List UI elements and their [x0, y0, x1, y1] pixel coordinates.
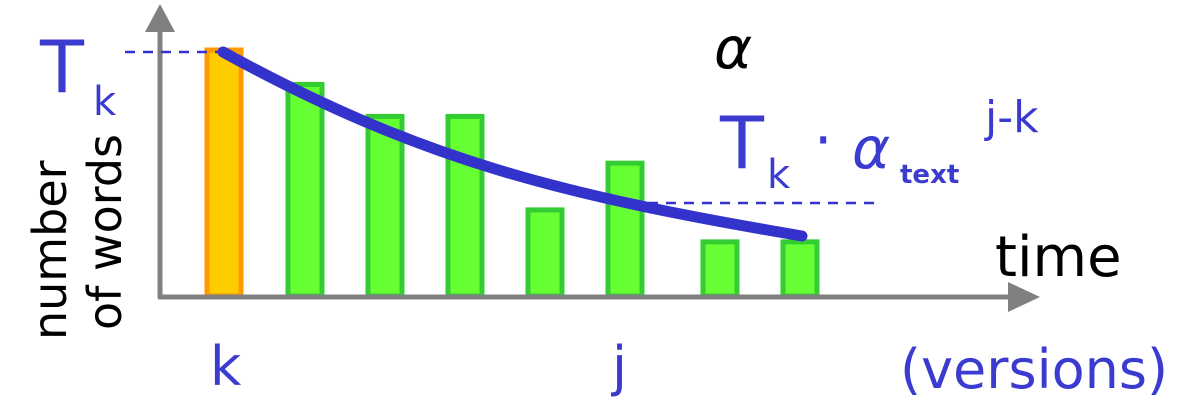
y-axis-label-group: number: [23, 160, 77, 340]
tick-label-j: j: [611, 335, 627, 398]
bars-group: [204, 47, 820, 299]
x-axis-arrow-icon: [1008, 282, 1040, 312]
alpha-label: α: [714, 14, 752, 82]
bar-5: [605, 160, 645, 299]
formula-alpha: α: [852, 114, 890, 182]
y-axis-arrow-icon: [145, 4, 175, 32]
y-axis-label-line2: of words: [78, 134, 132, 330]
tk-label: T: [39, 25, 85, 109]
bar-1: [285, 81, 325, 299]
tick-label-k: k: [210, 335, 242, 398]
bar-2: [365, 113, 405, 299]
formula-exponent: j-k: [984, 92, 1039, 143]
formula-text-sub: text: [900, 160, 959, 190]
formula-T: T: [719, 101, 765, 185]
formula-dot: ·: [814, 106, 832, 174]
formula-k-sub: k: [767, 152, 791, 198]
bar-7: [780, 239, 820, 299]
x-axis-label: time: [995, 225, 1122, 290]
bar-3: [445, 113, 485, 299]
y-axis-label-line1: number: [23, 160, 77, 340]
bar-4: [525, 207, 565, 299]
decay-curve: [217, 46, 808, 242]
y-axis-label-group-2: of words: [78, 134, 132, 330]
tk-subscript: k: [93, 79, 117, 125]
bar-highlight-k: [204, 47, 244, 299]
bar-6: [700, 239, 740, 299]
x-axis-sublabel: (versions): [900, 338, 1168, 401]
